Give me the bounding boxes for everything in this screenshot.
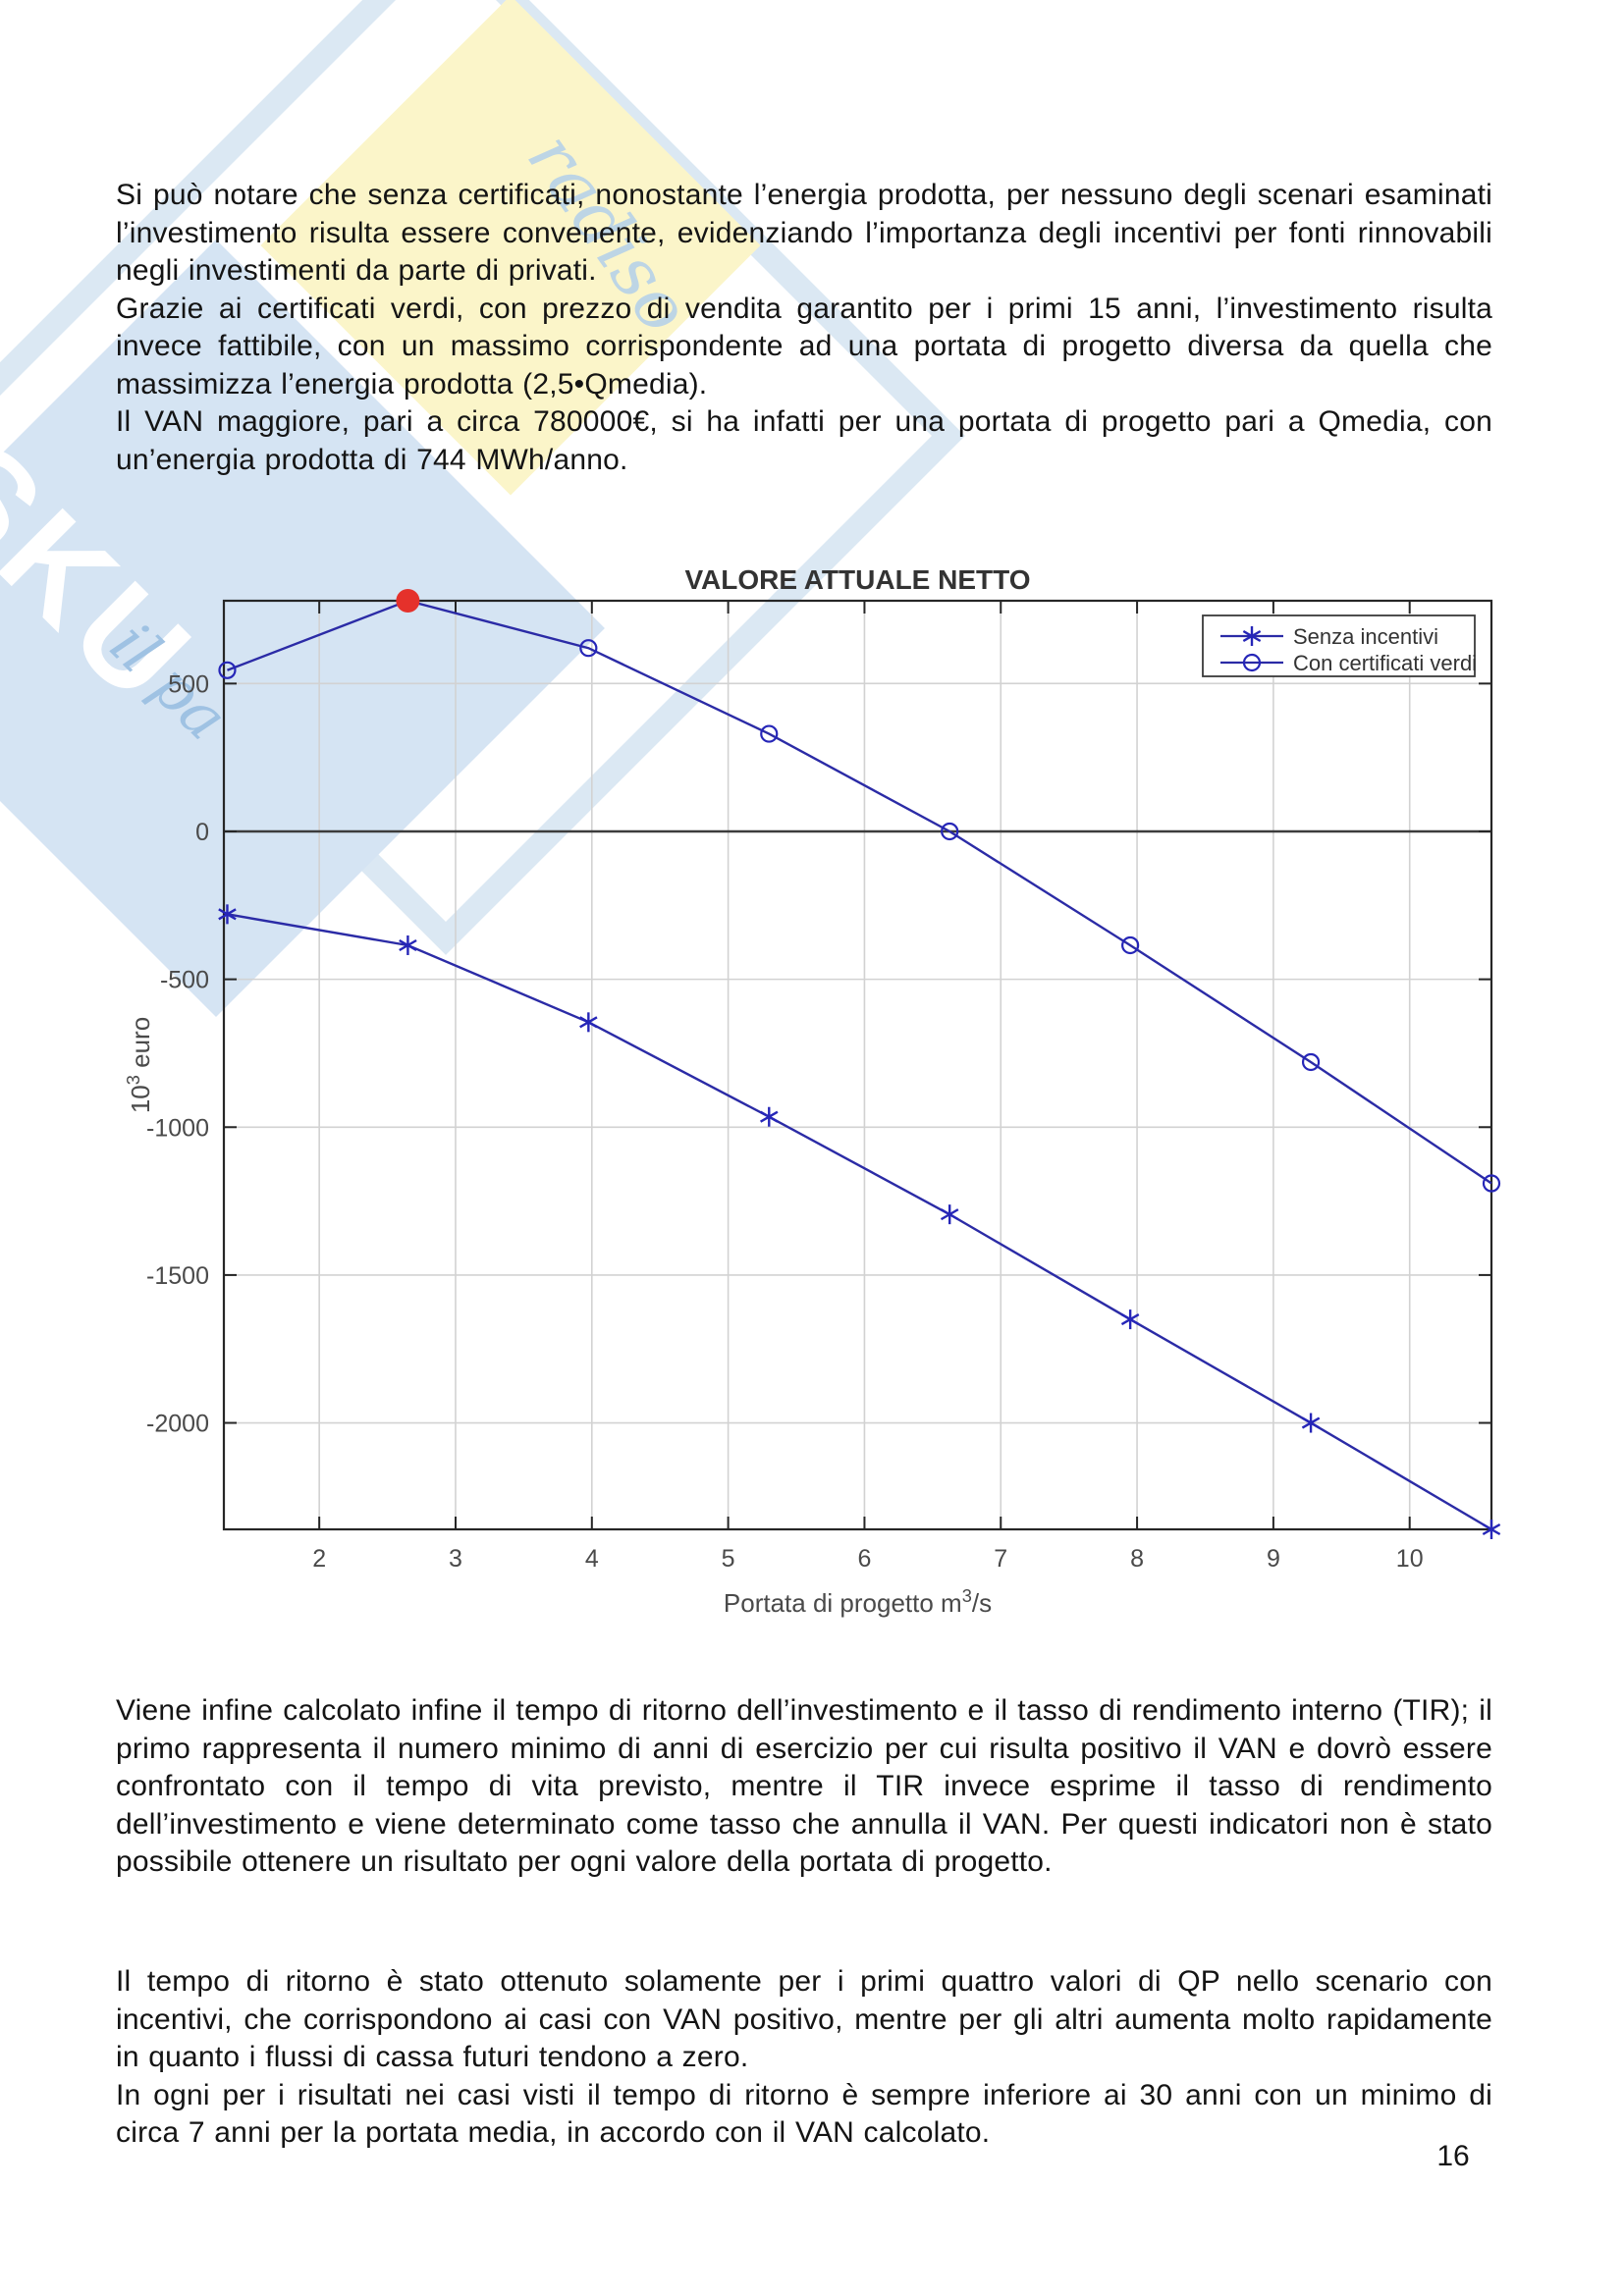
svg-text:4: 4 (585, 1545, 599, 1573)
paragraph: Si può notare che senza certificati, non… (116, 179, 1492, 287)
svg-text:9: 9 (1267, 1545, 1280, 1573)
page-number: 16 (1436, 2140, 1470, 2172)
svg-text:-2000: -2000 (146, 1411, 209, 1438)
svg-text:0: 0 (195, 819, 209, 846)
van-line-chart: 2 3 4 5 6 7 8 9 10 500 0 -500 -1000 -1500 -2000 VALORE … (124, 564, 1501, 1618)
svg-text:Con certificati verdi: Con certificati verdi (1293, 651, 1477, 675)
paragraph: Viene infine calcolato infine il tempo d… (116, 1694, 1492, 1878)
svg-text:-1000: -1000 (146, 1114, 209, 1142)
svg-text:Senza incentivi: Senza incentivi (1293, 624, 1438, 649)
svg-text:Portata di progetto m3/s: Portata di progetto m3/s (724, 1586, 992, 1618)
svg-text:7: 7 (994, 1545, 1007, 1573)
text-block-bottom: Il tempo di ritorno è stato ottenuto sol… (116, 1963, 1492, 2153)
text-block-top: Si può notare che senza certificati, non… (116, 177, 1492, 479)
paragraph: Grazie ai certificati verdi, con prezzo … (116, 292, 1492, 400)
svg-text:6: 6 (857, 1545, 871, 1573)
svg-text:8: 8 (1130, 1545, 1144, 1573)
paragraph: Il tempo di ritorno è stato ottenuto sol… (116, 1965, 1492, 2073)
svg-text:-1500: -1500 (146, 1262, 209, 1290)
svg-text:103 euro: 103 euro (124, 1017, 155, 1113)
paragraph: In ogni per i risultati nei casi visti i… (116, 2078, 1492, 2150)
svg-text:5: 5 (722, 1545, 735, 1573)
svg-text:500: 500 (168, 670, 209, 698)
paragraph: Il VAN maggiore, pari a circa 780000€, s… (116, 405, 1492, 476)
svg-text:2: 2 (312, 1545, 326, 1573)
svg-text:3: 3 (449, 1545, 462, 1573)
svg-text:VALORE ATTUALE NETTO: VALORE ATTUALE NETTO (684, 564, 1030, 595)
text-block-middle: Viene infine calcolato infine il tempo d… (116, 1692, 1492, 1882)
svg-text:10: 10 (1396, 1545, 1424, 1573)
svg-text:-500: -500 (160, 967, 209, 994)
